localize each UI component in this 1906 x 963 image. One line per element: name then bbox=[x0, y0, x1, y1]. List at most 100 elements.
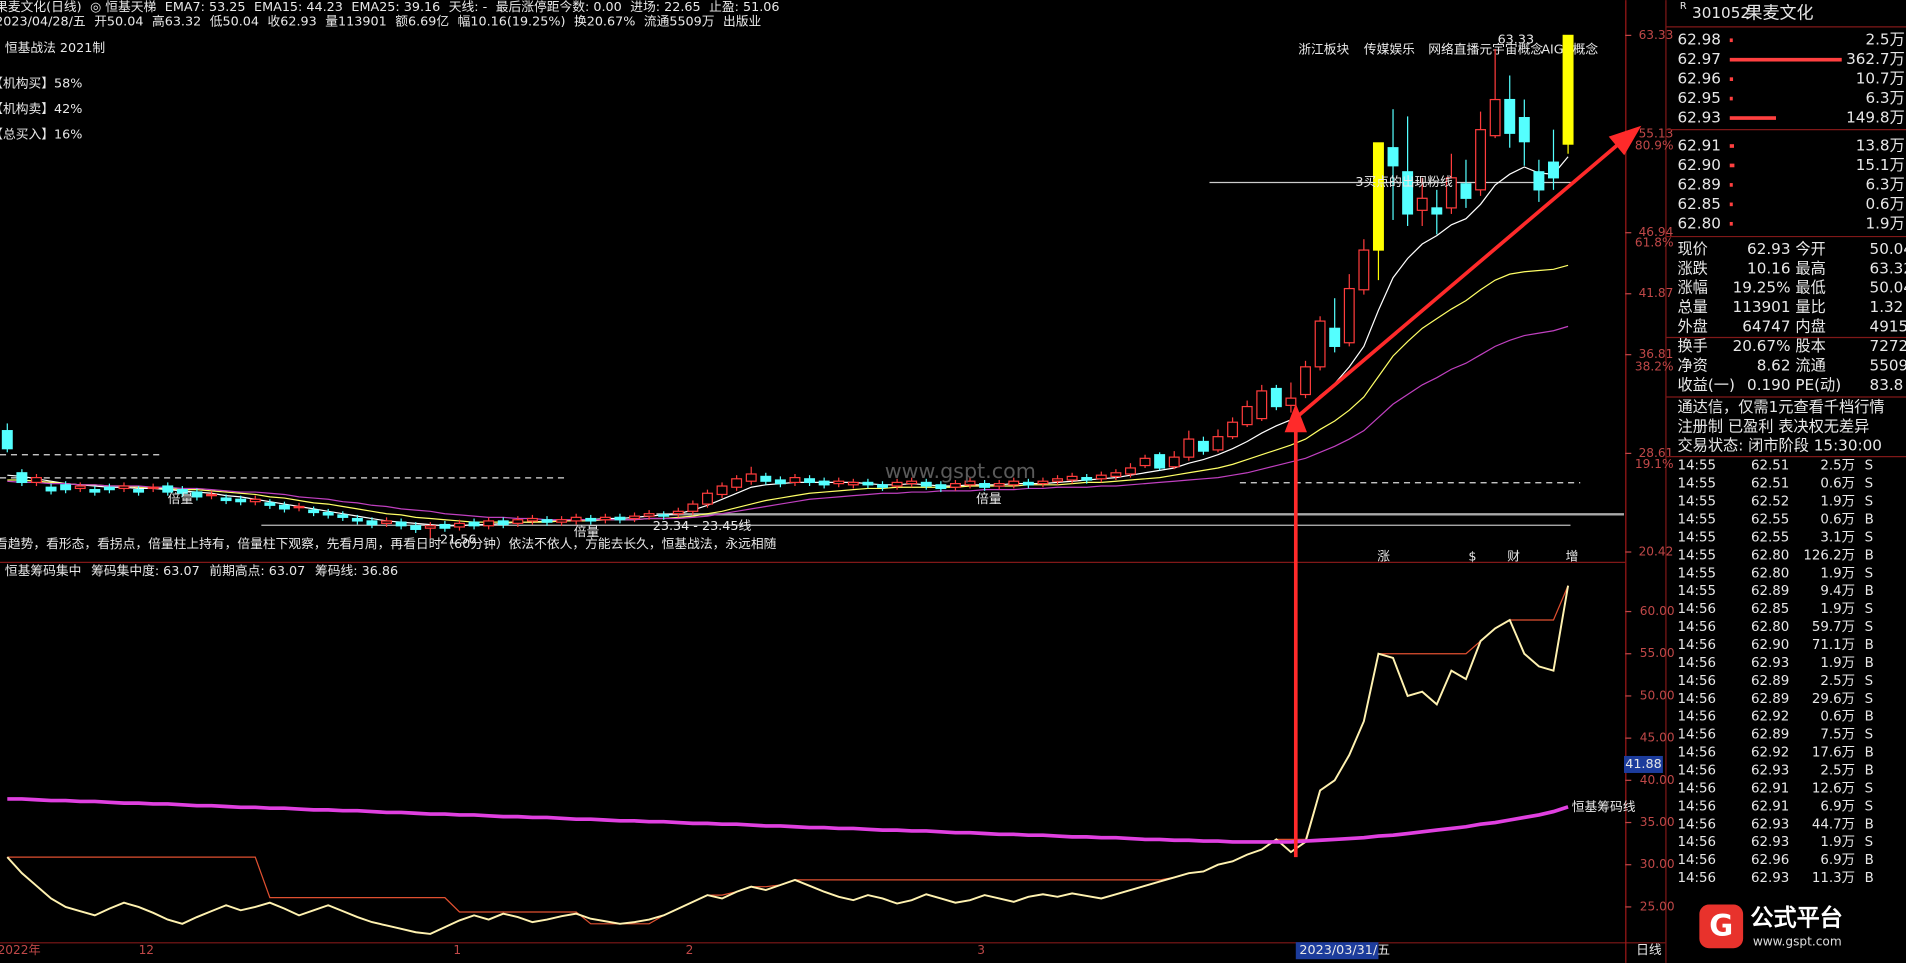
quote-value: 64747 bbox=[1742, 318, 1790, 336]
trade-side: B bbox=[1865, 584, 1874, 599]
book-price: 62.85 bbox=[1677, 195, 1720, 213]
y-tick-label: 63.33 bbox=[1639, 28, 1674, 42]
arrow-head bbox=[1608, 125, 1642, 156]
volume-note: 倍量 bbox=[168, 492, 194, 507]
y-tick-label: 60.00 bbox=[1640, 604, 1675, 618]
trade-time: 14:56 bbox=[1677, 853, 1716, 868]
candle-body bbox=[891, 481, 903, 487]
trade-volume: 0.6万 bbox=[1820, 477, 1855, 492]
trade-time: 14:56 bbox=[1677, 835, 1716, 850]
trade-time: 14:55 bbox=[1677, 459, 1716, 474]
trade-volume: 1.9万 bbox=[1820, 495, 1855, 510]
stock-code: 301052 bbox=[1692, 4, 1750, 22]
logo: G 公式平台 www.gspt.com bbox=[1699, 904, 1899, 949]
series-line bbox=[7, 797, 1569, 844]
signal: 增 bbox=[1566, 549, 1579, 564]
quote-value: 20.67% bbox=[1733, 337, 1791, 355]
quote-label: 量比 bbox=[1795, 298, 1825, 316]
trade-volume: 1.9万 bbox=[1820, 602, 1855, 617]
trade-side: S bbox=[1865, 728, 1873, 743]
candle-body bbox=[1460, 183, 1472, 199]
trade-volume: 6.9万 bbox=[1820, 799, 1855, 814]
candle-body bbox=[1022, 481, 1034, 486]
candle-body bbox=[439, 523, 451, 529]
quote-value: 83.8 bbox=[1870, 376, 1904, 394]
candle-body bbox=[1110, 472, 1122, 478]
header-item: 天线: - bbox=[449, 0, 487, 15]
trade-volume: 2.5万 bbox=[1820, 459, 1855, 474]
book-price: 62.95 bbox=[1677, 89, 1720, 107]
trade-volume: 59.7万 bbox=[1812, 620, 1855, 635]
quote-label: 外盘 bbox=[1677, 318, 1707, 336]
y-tick-label: 20.42 bbox=[1639, 545, 1674, 559]
candle-body bbox=[1227, 421, 1239, 438]
series-line bbox=[6, 585, 1570, 935]
trade-price: 62.85 bbox=[1751, 602, 1789, 617]
trade-time: 14:56 bbox=[1677, 871, 1716, 886]
logo-icon bbox=[1699, 904, 1744, 949]
quote-label: 今开 bbox=[1795, 240, 1825, 258]
notice: 交易状态: 闭市阶段 15:30:00 bbox=[1677, 437, 1881, 455]
trade-price: 62.96 bbox=[1751, 853, 1789, 868]
trade-side: S bbox=[1865, 530, 1873, 545]
trade-side: B bbox=[1865, 512, 1874, 527]
quote-value: 49154 bbox=[1870, 318, 1906, 336]
trade-time: 14:56 bbox=[1677, 674, 1716, 689]
header-item: 量113901 bbox=[325, 15, 386, 30]
x-tick-label: 2 bbox=[686, 943, 694, 957]
candle-body bbox=[74, 485, 86, 490]
trade-side: S bbox=[1865, 495, 1873, 510]
volume-note: 倍量 bbox=[976, 492, 1002, 507]
quote-value: 8.62 bbox=[1757, 357, 1791, 375]
candle-body bbox=[1037, 480, 1049, 485]
volume-note: 倍量 bbox=[574, 525, 600, 540]
main-chart: 63.33 55.13 46.94 41.87 36.81 28.61 20.42 80.9%… bbox=[0, 28, 1674, 564]
trade-side: B bbox=[1865, 638, 1874, 653]
candle-body bbox=[483, 520, 495, 527]
book-volume: 15.1万 bbox=[1856, 156, 1905, 174]
candle-body bbox=[1518, 117, 1530, 143]
book-volume: 362.7万 bbox=[1846, 50, 1905, 68]
trade-side: S bbox=[1865, 477, 1873, 492]
candle-body bbox=[1431, 207, 1443, 215]
candle-body bbox=[1548, 161, 1559, 179]
notice: 注册制 已盈利 表决权无差异 bbox=[1677, 417, 1869, 435]
legend-item: 筹码线: 36.86 bbox=[315, 563, 398, 579]
quote-label: 最低 bbox=[1795, 279, 1825, 297]
stat: 【总买入】16% bbox=[0, 128, 82, 143]
trade-volume: 126.2万 bbox=[1803, 548, 1855, 563]
trade-volume: 44.7万 bbox=[1812, 817, 1855, 832]
trade-side: S bbox=[1865, 781, 1873, 796]
candle-body bbox=[614, 516, 626, 521]
candle-body bbox=[599, 516, 611, 521]
trade-time: 14:56 bbox=[1677, 656, 1716, 671]
trade-price: 62.80 bbox=[1751, 566, 1789, 581]
candle-body bbox=[512, 519, 524, 524]
quote-label: 涨跌 bbox=[1677, 259, 1707, 277]
candle-body bbox=[89, 489, 101, 493]
quote-value: 62.93 bbox=[1747, 240, 1790, 258]
trade-time: 14:56 bbox=[1677, 817, 1716, 832]
candle-body bbox=[322, 511, 334, 516]
book-volume: 1.9万 bbox=[1865, 214, 1904, 232]
trade-volume: 0.6万 bbox=[1820, 710, 1855, 725]
trade-side: S bbox=[1865, 620, 1873, 635]
candle-body bbox=[818, 480, 830, 486]
candle-body bbox=[1387, 147, 1399, 167]
cursor-date: 2023/03/31/五 bbox=[1299, 943, 1390, 958]
header-item: 果麦文化(日线) bbox=[0, 0, 82, 15]
cursor-date-box bbox=[1295, 942, 1379, 960]
trade-side: B bbox=[1865, 763, 1874, 778]
book-bar bbox=[1729, 96, 1733, 101]
sector-tag: 浙江板块 bbox=[1298, 42, 1349, 57]
candle-body bbox=[1343, 287, 1355, 344]
trade-time: 14:55 bbox=[1677, 566, 1716, 581]
trade-volume: 71.1万 bbox=[1812, 638, 1855, 653]
high-label: 63.33 bbox=[1498, 33, 1535, 48]
candle-body bbox=[1139, 457, 1151, 467]
trade-volume: 1.9万 bbox=[1820, 566, 1855, 581]
candle-body bbox=[906, 480, 918, 485]
candle-body bbox=[716, 485, 728, 496]
